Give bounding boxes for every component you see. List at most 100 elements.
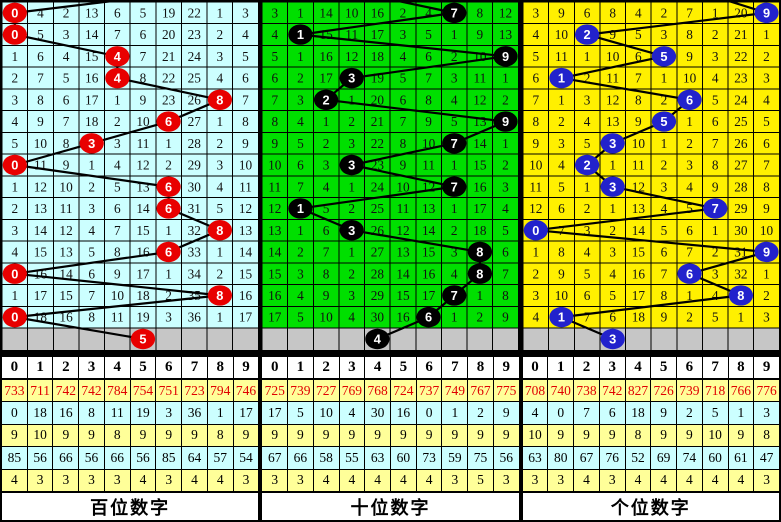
stats-cell: 746 xyxy=(233,380,259,402)
miss-count-cell: 22 xyxy=(371,136,384,151)
miss-count-cell: 20 xyxy=(162,27,176,42)
miss-count-cell: 3 xyxy=(297,266,304,281)
stats-cell: 3 xyxy=(288,469,313,491)
miss-count-cell: 22 xyxy=(162,71,175,86)
drawn-number-ball xyxy=(105,46,130,67)
miss-count-cell: 5 xyxy=(88,244,95,259)
miss-count-cell: 2 xyxy=(660,92,667,107)
miss-count-cell: 6 xyxy=(558,201,565,216)
drawn-number-ball xyxy=(339,67,365,89)
miss-count-cell: 6 xyxy=(37,49,44,64)
miss-count-cell: 9 xyxy=(712,179,719,194)
miss-count-cell: 4 xyxy=(297,114,304,129)
miss-count-cell: 9 xyxy=(660,310,667,325)
miss-count-cell: 1 xyxy=(451,158,458,173)
stats-cell: 18 xyxy=(27,402,53,424)
drawn-number-ball xyxy=(651,111,676,132)
miss-count-cell: 3 xyxy=(11,223,18,238)
stats-cell: 3 xyxy=(79,469,104,491)
ball-number: 5 xyxy=(660,49,667,64)
miss-count-cell: 6 xyxy=(297,158,304,173)
miss-count-cell: 16 xyxy=(631,266,645,281)
digit-header-cell: 7 xyxy=(442,357,468,378)
miss-count-cell: 6 xyxy=(63,92,70,107)
ball-number: 0 xyxy=(11,310,18,325)
miss-count-cell: 16 xyxy=(268,288,282,303)
miss-count-cell: 7 xyxy=(37,71,44,86)
stats-cell: 4 xyxy=(574,469,599,491)
miss-count-cell: 13 xyxy=(85,5,99,20)
miss-count-cell: 11 xyxy=(269,179,282,194)
miss-count-cell: 22 xyxy=(188,5,201,20)
miss-count-cell: 15 xyxy=(474,158,488,173)
stats-cell: 737 xyxy=(416,380,442,402)
ball-number: 6 xyxy=(165,179,172,194)
stats-cell: 4 xyxy=(339,469,365,491)
stats-cell: 9 xyxy=(79,424,104,447)
miss-count-cell: 4 xyxy=(451,266,458,281)
stats-cell: 2 xyxy=(468,402,493,424)
stats-cell: 708 xyxy=(522,380,548,402)
miss-count-cell: 3 xyxy=(165,310,172,325)
digit-header-cell: 5 xyxy=(651,357,677,378)
miss-count-cell: 2 xyxy=(686,136,693,151)
miss-count-cell: 23 xyxy=(734,71,748,86)
miss-count-cell: 7 xyxy=(297,179,304,194)
miss-count-cell: 4 xyxy=(349,310,356,325)
miss-count-cell: 25 xyxy=(371,201,385,216)
miss-count-cell: 3 xyxy=(558,136,565,151)
stats-cell: 768 xyxy=(365,380,390,402)
miss-count-cell: 12 xyxy=(345,49,358,64)
stats-cell: 1 xyxy=(728,402,754,424)
miss-count-cell: 15 xyxy=(59,288,73,303)
miss-count-cell: 7 xyxy=(763,158,770,173)
miss-count-cell: 13 xyxy=(606,114,620,129)
miss-count-cell: 1 xyxy=(532,244,539,259)
stats-cell: 742 xyxy=(599,380,625,402)
miss-count-cell: 24 xyxy=(371,179,385,194)
drawn-number-ball xyxy=(442,176,467,197)
drawn-number-ball xyxy=(548,67,574,89)
digit-header-cell: 0 xyxy=(2,357,27,378)
section-divider xyxy=(2,350,779,357)
miss-count-cell: 6 xyxy=(660,244,667,259)
digit-header-cell: 4 xyxy=(365,357,390,378)
miss-count-cell: 25 xyxy=(188,71,202,86)
miss-count-cell: 8 xyxy=(503,288,510,303)
stats-cell: 827 xyxy=(625,380,651,402)
miss-count-cell: 9 xyxy=(635,114,642,129)
miss-count-cell: 2 xyxy=(712,244,719,259)
miss-count-cell: 3 xyxy=(660,27,667,42)
miss-count-cell: 4 xyxy=(583,244,590,259)
ball-number: 8 xyxy=(737,288,744,303)
panel-footer-label: 个位数字 xyxy=(610,497,691,518)
stats-cell: 9 xyxy=(156,424,182,447)
stats-cell: 3 xyxy=(156,469,182,491)
stats-cell: 769 xyxy=(339,380,365,402)
miss-count-cell: 29 xyxy=(371,288,385,303)
stats-cell: 5 xyxy=(288,402,313,424)
miss-count-cell: 9 xyxy=(763,201,770,216)
miss-count-cell: 36 xyxy=(188,310,202,325)
stats-cell: 73 xyxy=(416,447,442,469)
stats-cell: 727 xyxy=(313,380,339,402)
miss-count-cell: 17 xyxy=(320,71,334,86)
miss-count-cell: 18 xyxy=(631,310,645,325)
stats-cell: 9 xyxy=(651,402,677,424)
ball-number: 7 xyxy=(451,5,458,20)
stats-cell: 9 xyxy=(53,424,79,447)
stats-cell: 9 xyxy=(313,424,339,447)
miss-count-cell: 11 xyxy=(397,201,410,216)
stats-cell: 767 xyxy=(468,380,493,402)
miss-count-cell: 1 xyxy=(583,49,590,64)
ball-number: 6 xyxy=(686,92,693,107)
stats-cell: 0 xyxy=(548,402,574,424)
miss-count-cell: 9 xyxy=(323,288,330,303)
drawn-number-ball xyxy=(156,176,181,197)
miss-count-cell: 3 xyxy=(217,49,224,64)
miss-count-cell: 1 xyxy=(737,310,744,325)
stats-cell: 60 xyxy=(390,447,416,469)
stats-cell: 9 xyxy=(493,402,519,424)
stats-cell: 76 xyxy=(599,447,625,469)
